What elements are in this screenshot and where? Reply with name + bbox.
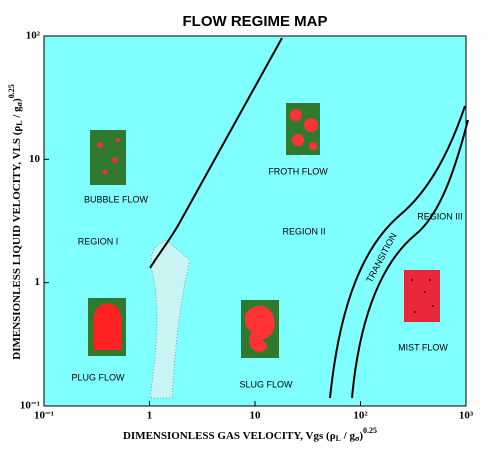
x-axis-label-part: σ bbox=[355, 434, 360, 443]
x-axis-label: DIMENSIONLESS GAS VELOCITY, Vgs (ρL / gσ… bbox=[123, 426, 377, 443]
transition-band bbox=[149, 239, 191, 399]
chart-title: FLOW REGIME MAP bbox=[183, 13, 328, 30]
x-tick-label: 10³ bbox=[459, 410, 474, 422]
region-label: REGION II bbox=[282, 226, 325, 236]
y-axis-label-part: DIMENSIONLESS LIQUID VELOCITY, VLS (ρ bbox=[11, 126, 23, 360]
boundary-line bbox=[149, 37, 283, 269]
y-axis-label-part: 0.25 bbox=[7, 84, 16, 98]
x-tick-label: 1 bbox=[147, 410, 153, 422]
icon-plug bbox=[88, 298, 126, 356]
boundary-line bbox=[351, 119, 469, 399]
icon-slug bbox=[241, 300, 279, 358]
region-label: FROTH FLOW bbox=[268, 166, 328, 176]
boundary-line bbox=[329, 105, 466, 399]
y-axis-label-part: L bbox=[15, 120, 24, 125]
region-label: REGION III bbox=[417, 211, 463, 221]
x-axis-label-part: L bbox=[336, 434, 341, 443]
y-tick-label: 1 bbox=[35, 276, 41, 288]
region-label: PLUG FLOW bbox=[71, 372, 125, 382]
region-label: MIST FLOW bbox=[398, 342, 448, 352]
region-label: BUBBLE FLOW bbox=[84, 194, 149, 204]
y-axis-label-part: ) bbox=[11, 98, 23, 102]
y-axis-label-part: σ bbox=[15, 101, 24, 106]
x-tick-label: 10 bbox=[250, 410, 262, 422]
x-axis-label-part: 0.25 bbox=[363, 426, 377, 435]
y-tick-label: 10² bbox=[26, 30, 41, 42]
y-axis-label: DIMENSIONLESS LIQUID VELOCITY, VLS (ρL /… bbox=[7, 84, 24, 359]
region-label: SLUG FLOW bbox=[239, 379, 293, 389]
y-tick-label: 10 bbox=[29, 153, 41, 165]
x-axis-label-part: ) bbox=[359, 430, 363, 442]
icon-froth bbox=[286, 103, 320, 155]
icon-mist bbox=[404, 270, 440, 322]
icon-bubble bbox=[90, 130, 126, 185]
x-tick-label: 10⁻¹ bbox=[34, 410, 54, 422]
x-axis-label-part: / g bbox=[341, 430, 356, 442]
y-axis-label-part: / g bbox=[11, 106, 23, 121]
x-tick-label: 10² bbox=[353, 410, 368, 422]
region-label: REGION I bbox=[78, 236, 119, 246]
x-axis-label-part: DIMENSIONLESS GAS VELOCITY, Vgs (ρ bbox=[123, 430, 336, 442]
y-tick-label: 10⁻¹ bbox=[20, 400, 40, 412]
